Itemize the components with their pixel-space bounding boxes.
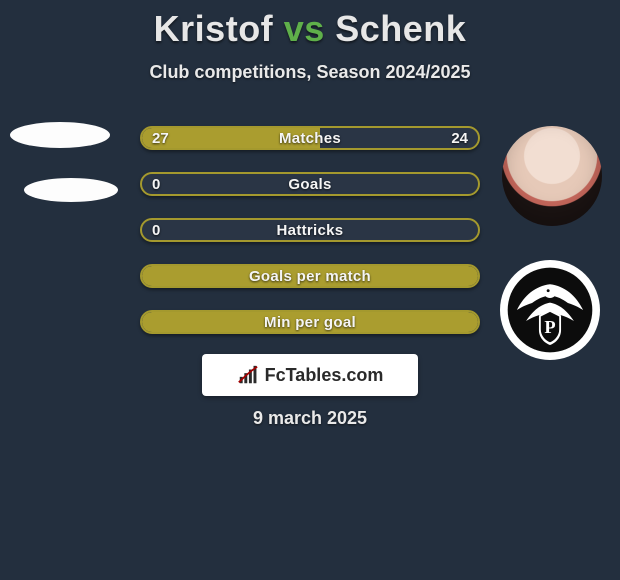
club-right-badge: P [500,260,600,360]
eagle-crest-icon: P [504,264,596,356]
subtitle: Club competitions, Season 2024/2025 [0,62,620,83]
stat-left-value: 0 [152,174,160,194]
stat-bar: Hattricks0 [140,218,480,242]
comparison-card: Kristof vs Schenk Club competitions, Sea… [0,0,620,580]
stat-left-value: 0 [152,220,160,240]
left-placeholder-1 [10,122,110,148]
stat-bar-label: Min per goal [142,312,478,332]
stat-bar-label: Goals [142,174,478,194]
player-right-photo [502,126,602,226]
stat-bar: Goals0 [140,172,480,196]
site-attribution[interactable]: FcTables.com [202,354,418,396]
stat-bars: Matches2724Goals0Hattricks0Goals per mat… [140,126,480,356]
site-name: FcTables.com [265,365,384,386]
left-placeholder-2 [24,178,118,202]
stat-bar-label: Matches [142,128,478,148]
bar-chart-icon [237,364,259,386]
date-label: 9 march 2025 [0,408,620,429]
player-left-name: Kristof [154,8,274,49]
stat-left-value: 27 [152,128,169,148]
stat-bar: Goals per match [140,264,480,288]
player-right-name: Schenk [335,8,466,49]
stat-right-value: 24 [451,128,468,148]
page-title: Kristof vs Schenk [0,8,620,50]
stat-bar-label: Goals per match [142,266,478,286]
vs-text: vs [284,8,325,49]
stat-bar-label: Hattricks [142,220,478,240]
stat-bar: Min per goal [140,310,480,334]
stat-bar: Matches27 24 [140,126,480,150]
svg-text:P: P [544,317,555,337]
